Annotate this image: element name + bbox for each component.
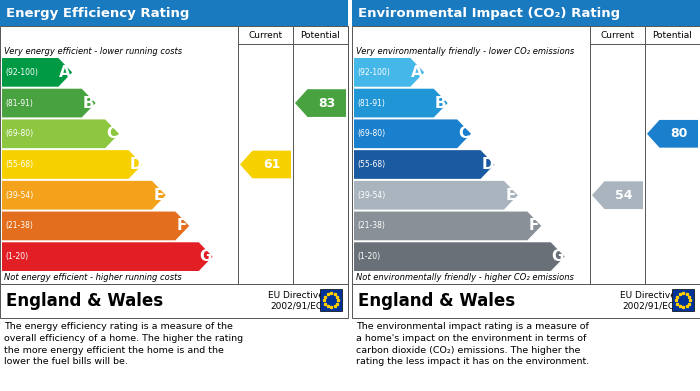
Text: (55-68): (55-68) <box>357 160 385 169</box>
Text: (1-20): (1-20) <box>5 252 28 261</box>
Text: 80: 80 <box>670 127 687 140</box>
Polygon shape <box>2 242 213 271</box>
Text: Very energy efficient - lower running costs: Very energy efficient - lower running co… <box>4 47 182 56</box>
Text: D: D <box>481 157 493 172</box>
Polygon shape <box>354 212 541 240</box>
Polygon shape <box>647 120 698 148</box>
Bar <box>352 26 700 284</box>
Text: Potential: Potential <box>300 30 340 39</box>
Polygon shape <box>2 58 72 87</box>
Bar <box>672 289 694 311</box>
Polygon shape <box>354 181 518 210</box>
Text: England & Wales: England & Wales <box>358 292 515 310</box>
Text: (69-80): (69-80) <box>357 129 385 138</box>
Text: 54: 54 <box>615 189 633 202</box>
Text: Not energy efficient - higher running costs: Not energy efficient - higher running co… <box>4 273 182 283</box>
Polygon shape <box>354 89 447 117</box>
Text: E: E <box>154 188 164 203</box>
Bar <box>352 0 700 26</box>
Text: G: G <box>552 249 564 264</box>
Bar <box>0 0 348 26</box>
Text: Potential: Potential <box>652 30 692 39</box>
Polygon shape <box>295 89 346 117</box>
Text: (81-91): (81-91) <box>5 99 33 108</box>
Text: (39-54): (39-54) <box>5 191 34 200</box>
Text: EU Directive
2002/91/EC: EU Directive 2002/91/EC <box>268 291 324 311</box>
Text: (81-91): (81-91) <box>357 99 385 108</box>
Text: 61: 61 <box>263 158 281 171</box>
Text: (21-38): (21-38) <box>357 221 385 230</box>
Text: (92-100): (92-100) <box>357 68 390 77</box>
Text: A: A <box>412 65 424 80</box>
Text: B: B <box>83 95 94 111</box>
Polygon shape <box>2 212 189 240</box>
Bar <box>0 26 348 284</box>
Text: The environmental impact rating is a measure of
a home's impact on the environme: The environmental impact rating is a mea… <box>356 322 589 366</box>
Polygon shape <box>240 151 291 178</box>
Polygon shape <box>354 150 494 179</box>
Text: G: G <box>199 249 212 264</box>
Text: (92-100): (92-100) <box>5 68 38 77</box>
Text: The energy efficiency rating is a measure of the
overall efficiency of a home. T: The energy efficiency rating is a measur… <box>4 322 243 366</box>
Text: (69-80): (69-80) <box>5 129 33 138</box>
Bar <box>352 284 700 318</box>
Polygon shape <box>592 181 643 209</box>
Text: Environmental Impact (CO₂) Rating: Environmental Impact (CO₂) Rating <box>358 7 620 20</box>
Text: A: A <box>60 65 71 80</box>
Text: C: C <box>106 126 118 141</box>
Text: (21-38): (21-38) <box>5 221 33 230</box>
Polygon shape <box>354 119 471 148</box>
Bar <box>0 284 348 318</box>
Text: (1-20): (1-20) <box>357 252 380 261</box>
Text: Current: Current <box>248 30 283 39</box>
Polygon shape <box>354 58 424 87</box>
Text: D: D <box>130 157 142 172</box>
Text: 83: 83 <box>318 97 335 109</box>
Polygon shape <box>2 89 96 117</box>
Text: Current: Current <box>601 30 635 39</box>
Polygon shape <box>2 181 166 210</box>
Text: (39-54): (39-54) <box>357 191 385 200</box>
Polygon shape <box>2 150 142 179</box>
Text: Energy Efficiency Rating: Energy Efficiency Rating <box>6 7 190 20</box>
Polygon shape <box>354 242 565 271</box>
Bar <box>320 289 342 311</box>
Text: F: F <box>529 219 540 233</box>
Text: Very environmentally friendly - lower CO₂ emissions: Very environmentally friendly - lower CO… <box>356 47 574 56</box>
Polygon shape <box>2 119 119 148</box>
Text: Not environmentally friendly - higher CO₂ emissions: Not environmentally friendly - higher CO… <box>356 273 574 283</box>
Text: B: B <box>435 95 447 111</box>
Text: England & Wales: England & Wales <box>6 292 163 310</box>
Text: C: C <box>458 126 470 141</box>
Text: F: F <box>177 219 188 233</box>
Text: E: E <box>505 188 516 203</box>
Text: (55-68): (55-68) <box>5 160 33 169</box>
Text: EU Directive
2002/91/EC: EU Directive 2002/91/EC <box>620 291 676 311</box>
